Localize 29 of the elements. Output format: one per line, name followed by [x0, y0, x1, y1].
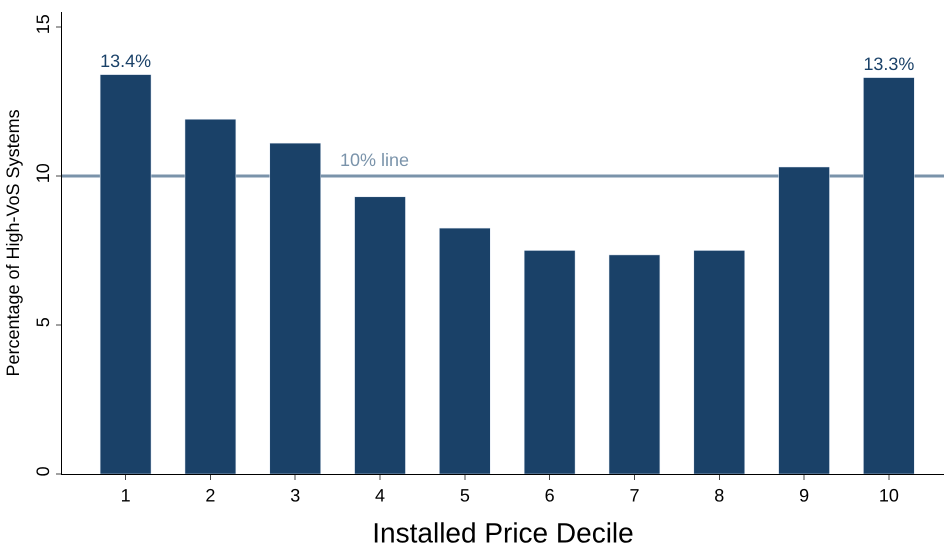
bar [608, 254, 660, 474]
x-axis-title: Installed Price Decile [372, 518, 634, 549]
x-tick-label: 2 [205, 486, 216, 506]
bar [863, 77, 915, 474]
y-tick-label: 15 [32, 14, 53, 34]
bar [694, 250, 745, 474]
bar [524, 250, 576, 474]
y-tick-label: 10 [32, 163, 53, 184]
bar [778, 166, 830, 474]
bar [100, 74, 152, 474]
y-tick-label: 0 [32, 466, 53, 476]
data-label: 13.3% [863, 54, 914, 74]
x-tick-label: 3 [290, 486, 300, 506]
x-tick-label: 7 [629, 486, 640, 506]
x-tick-label: 9 [799, 486, 810, 506]
x-tick-label: 4 [375, 486, 386, 506]
y-axis-title: Percentage of High-VoS Systems [3, 109, 23, 377]
x-tick-label: 5 [460, 486, 470, 506]
ref-line-label: 10% line [340, 150, 410, 170]
x-tick-label: 8 [714, 486, 724, 506]
bar [439, 228, 491, 474]
x-tick-label: 6 [544, 486, 555, 506]
data-label: 13.4% [100, 51, 152, 72]
bar [354, 196, 406, 474]
x-tick-label: 1 [120, 486, 131, 506]
x-tick-label: 10 [878, 486, 899, 506]
bar [184, 119, 236, 474]
y-tick-label: 5 [32, 317, 53, 328]
bar [270, 142, 321, 474]
